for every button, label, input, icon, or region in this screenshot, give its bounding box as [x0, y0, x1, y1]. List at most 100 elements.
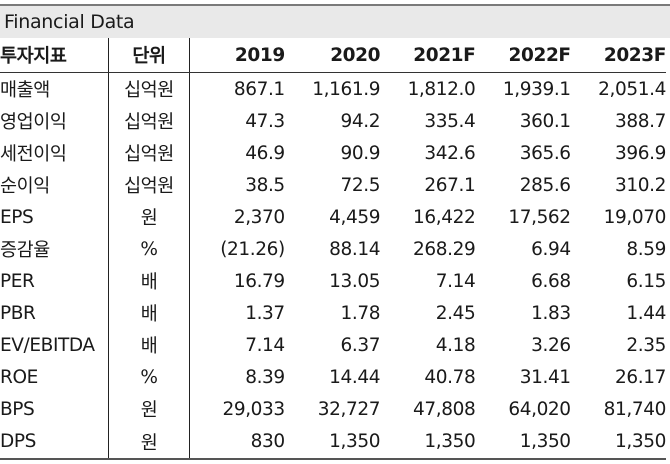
row-value-cell: 1,812.0	[407, 78, 476, 100]
row-value-cell: 7.14	[435, 270, 476, 292]
row-unit: 원	[108, 393, 190, 425]
row-value-cell: 64,020	[508, 398, 571, 420]
row-unit: 십억원	[108, 105, 190, 137]
row-value-cell: 31.41	[519, 366, 571, 388]
row-value-cell: 16.79	[233, 270, 285, 292]
row-unit: 십억원	[108, 169, 190, 201]
row-indicator-label: ROE	[0, 366, 38, 388]
row-value-cell: 335.4	[424, 110, 476, 132]
row-value-cell: 46.9	[245, 142, 285, 164]
row-value-cell: 32,727	[317, 398, 381, 420]
row-value-cell: 3.26	[531, 334, 571, 356]
row-value-cell: 388.7	[615, 110, 666, 132]
row-value-cell: 342.6	[424, 142, 476, 164]
row-value-cell: 19,070	[603, 206, 666, 228]
row-unit: 배	[108, 297, 190, 329]
row-value-cell: 396.9	[615, 142, 666, 164]
row-value-cell: 88.14	[329, 238, 381, 260]
row-value-cell: 16,422	[413, 206, 476, 228]
row-value-cell: 6.37	[340, 334, 381, 356]
row-value-cell: 29,033	[222, 398, 285, 420]
header-unit: 단위	[108, 38, 190, 73]
row-unit: 원	[108, 201, 190, 233]
table-row: BPS 원 29,033 32,727 47,808 64,020 81,740	[0, 393, 666, 425]
row-unit: 배	[108, 329, 190, 361]
row-value-cell: 81,740	[603, 398, 666, 420]
row-value-cell: 4.18	[435, 334, 476, 356]
row-value-cell: 7.14	[245, 334, 285, 356]
row-unit: 배	[108, 265, 190, 297]
row-value-cell: 360.1	[519, 110, 571, 132]
row-value-cell: 6.94	[531, 238, 571, 260]
row-unit: 십억원	[108, 72, 190, 105]
row-value-cell: 26.17	[615, 366, 666, 388]
table-row: 매출액 십억원 867.1 1,161.9 1,812.0 1,939.1 2,051.4	[0, 72, 666, 105]
row-value-cell: 867.1	[233, 78, 285, 100]
row-value-cell: 8.39	[245, 366, 285, 388]
row-value-cell: 1,939.1	[502, 78, 571, 100]
header-year-2022f: 2022F	[475, 38, 571, 73]
row-unit: 원	[108, 425, 190, 460]
row-value-cell: 94.2	[340, 110, 381, 132]
row-value-cell: 267.1	[424, 174, 476, 196]
row-value-cell: 2.35	[626, 334, 666, 356]
row-value-cell: 1.83	[531, 302, 571, 324]
row-value-cell: 310.2	[615, 174, 666, 196]
row-value-cell: 14.44	[329, 366, 381, 388]
row-unit: 십억원	[108, 137, 190, 169]
row-value-cell: 6.15	[626, 270, 666, 292]
row-value-cell: 285.6	[519, 174, 571, 196]
row-indicator-label: 영업이익	[0, 112, 67, 133]
row-indicator-label: EV/EBITDA	[0, 334, 95, 356]
row-value-cell: 47,808	[413, 398, 476, 420]
row-value-cell: 47.3	[245, 110, 285, 132]
row-value-cell: 1,350	[570, 425, 666, 460]
table-row: PBR 배 1.37 1.78 2.45 1.83 1.44	[0, 297, 666, 329]
row-value-cell: 38.5	[245, 174, 285, 196]
header-year-2020: 2020	[284, 38, 381, 73]
row-indicator-label: EPS	[0, 206, 34, 228]
header-year-2019: 2019	[189, 38, 285, 73]
row-indicator-label: PBR	[0, 302, 36, 324]
row-indicator-label: PER	[0, 270, 35, 292]
header-year-2021f: 2021F	[380, 38, 476, 73]
row-value-cell: 8.59	[626, 238, 666, 260]
header-row: 투자지표 단위 2019 2020 2021F 2022F 2023F	[0, 38, 666, 73]
table-body: 매출액 십억원 867.1 1,161.9 1,812.0 1,939.1 2,051.4 영…	[0, 72, 666, 460]
row-indicator-label: DPS	[0, 425, 109, 460]
row-unit: %	[108, 361, 190, 393]
row-value-cell: 90.9	[340, 142, 381, 164]
row-value-cell: 1,350	[380, 425, 476, 460]
row-indicator-label: 매출액	[0, 80, 50, 101]
table-row: 영업이익 십억원 47.3 94.2 335.4 360.1 388.7	[0, 105, 666, 137]
row-value-cell: 13.05	[329, 270, 381, 292]
row-value-cell: 2,051.4	[598, 78, 666, 100]
row-value-cell: 830	[189, 425, 285, 460]
table-row: 증감율% (21.26) 88.14 268.29 6.94 8.59	[0, 233, 666, 265]
row-indicator-label: 순이익	[0, 176, 50, 197]
row-value-cell: 1,161.9	[312, 78, 381, 100]
table-row: 순이익 십억원 38.5 72.5 267.1 285.6 310.2	[0, 169, 666, 201]
table-title: Financial Data	[0, 4, 670, 38]
row-value-cell: 1,350	[284, 425, 381, 460]
row-value-cell: 4,459	[329, 206, 381, 228]
row-value-cell: 1.78	[340, 302, 381, 324]
row-indicator-label: BPS	[0, 398, 35, 420]
row-indicator-label: 세전이익	[0, 144, 67, 165]
row-value-cell: 365.6	[519, 142, 571, 164]
row-indicator-label: 증감율	[0, 240, 50, 261]
table-row: PER 배 16.79 13.05 7.14 6.68 6.15	[0, 265, 666, 297]
row-value-cell: 6.68	[531, 270, 571, 292]
row-value-cell: 1.44	[626, 302, 666, 324]
table-row: DPS 원 830 1,350 1,350 1,350 1,350	[0, 425, 666, 460]
header-year-2023f: 2023F	[570, 38, 666, 73]
header-indicator: 투자지표	[0, 38, 109, 73]
row-value-cell: 17,562	[508, 206, 571, 228]
row-value-cell: 2.45	[435, 302, 476, 324]
row-value-cell: 268.29	[413, 238, 476, 260]
table-row: 세전이익 십억원 46.9 90.9 342.6 365.6 396.9	[0, 137, 666, 169]
row-unit: %	[108, 233, 190, 265]
row-value-cell: 1,350	[475, 425, 571, 460]
